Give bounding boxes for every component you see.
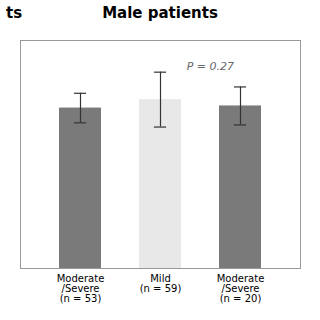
svg-text:Mild(n = 59): Mild(n = 59) [140,273,182,294]
html-text:Male patients: Male patients [102,4,218,22]
svg-text:Moderate/Severe(n = 20): Moderate/Severe(n = 20) [217,273,265,304]
svg-text:Moderate/Severe(n = 53): Moderate/Severe(n = 53) [57,273,105,304]
svg-text:P = 0.27: P = 0.27 [187,60,234,73]
html-text:ts: ts [6,4,23,22]
